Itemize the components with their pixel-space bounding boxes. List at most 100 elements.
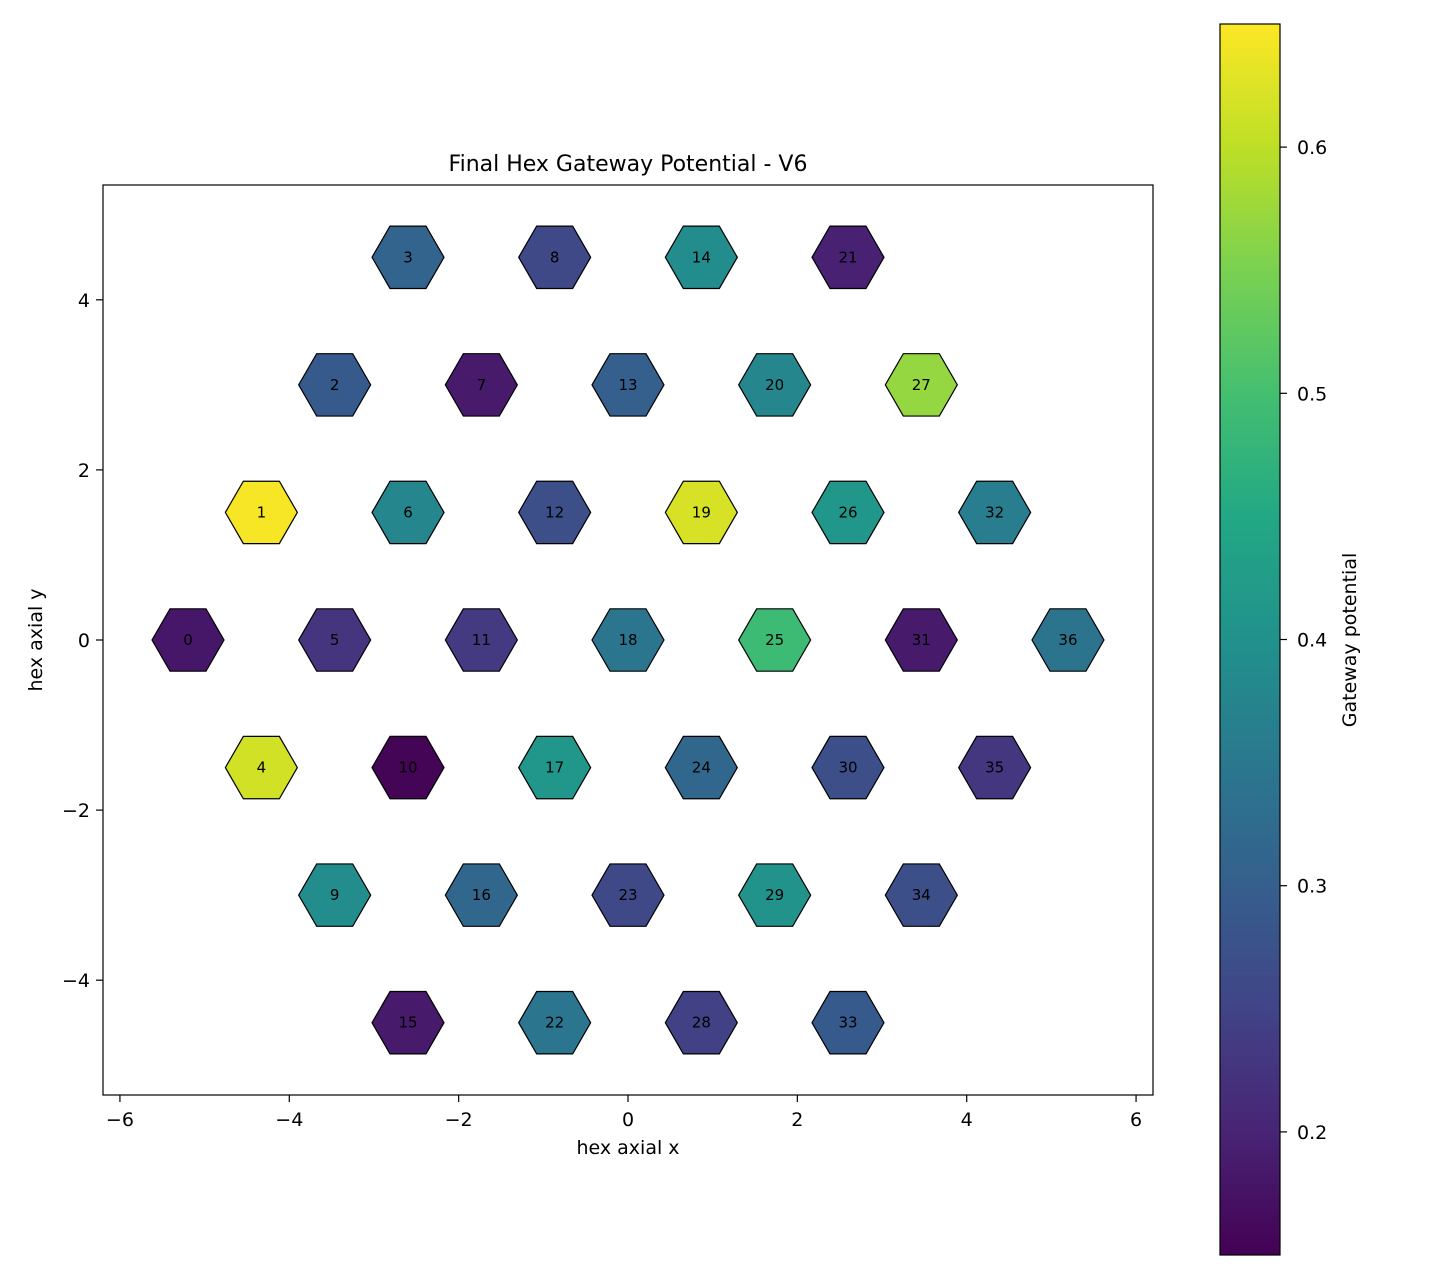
hex-label-31: 31 [912,631,931,649]
x-axis-title: hex axial x [576,1137,679,1159]
hex-label-0: 0 [183,631,193,649]
hex-label-32: 32 [985,503,1004,521]
hex-cell-1 [224,480,299,545]
y-axis-title: hex axial y [25,588,47,691]
hex-cell-8 [517,225,592,290]
hex-label-15: 15 [398,1014,417,1032]
hex-label-8: 8 [550,248,560,266]
hex-cell-0 [151,608,225,672]
colorbar-gradient [1219,23,1281,1256]
hex-label-13: 13 [618,376,637,394]
hex-label-36: 36 [1058,631,1077,649]
hex-label-35: 35 [985,759,1004,777]
hex-label-19: 19 [692,503,711,521]
colorbar: 0.2 0.3 0.4 0.5 0.6 Gateway potential [1219,23,1361,1256]
hex-cell-33 [811,990,885,1055]
hex-cell-5 [297,608,372,672]
hex-label-21: 21 [838,248,857,266]
y-tick-label: 0 [78,630,90,652]
hex-label-7: 7 [477,376,487,394]
hex-label-30: 30 [838,759,857,777]
hex-label-29: 29 [765,886,784,904]
hex-label-18: 18 [618,631,637,649]
x-tick-label: 2 [791,1109,803,1131]
hex-label-22: 22 [545,1014,564,1032]
hex-cell-24 [664,735,739,800]
hex-label-17: 17 [545,759,564,777]
hex-label-28: 28 [692,1014,711,1032]
hex-label-34: 34 [912,886,931,904]
hex-cell-35 [957,735,1032,800]
hex-cell-27 [884,353,959,417]
hex-label-33: 33 [838,1014,857,1032]
hex-cell-31 [884,608,959,672]
hex-label-20: 20 [765,376,784,394]
hex-cell-17 [517,735,592,800]
colorbar-tick-label: 0.3 [1297,876,1327,898]
hex-cell-19 [664,480,739,545]
hex-cell-2 [297,353,372,417]
y-tick-label: −4 [62,970,90,992]
hex-label-24: 24 [692,759,711,777]
x-tick-label: 6 [1130,1109,1142,1131]
x-tick-label: −6 [106,1109,134,1131]
hex-cell-32 [957,480,1032,545]
x-axis-ticks: −6 −4 −2 0 2 4 6 [106,1095,1142,1131]
hex-label-11: 11 [472,631,491,649]
y-tick-label: −2 [62,800,90,822]
hex-cell-18 [591,608,665,672]
hex-cell-36 [1031,608,1105,672]
hex-label-6: 6 [403,503,413,521]
hex-label-12: 12 [545,503,564,521]
y-tick-label: 4 [78,290,90,312]
hex-cell-29 [737,863,812,927]
chart-title: Final Hex Gateway Potential - V6 [449,152,808,177]
hex-cell-25 [737,608,812,672]
hex-label-16: 16 [472,886,491,904]
hex-cell-23 [591,863,665,927]
hex-cell-28 [664,990,739,1055]
colorbar-tick-label: 0.5 [1297,383,1327,405]
colorbar-label: Gateway potential [1339,553,1361,728]
hex-cell-21 [811,225,885,290]
hex-label-9: 9 [330,886,340,904]
hex-cell-16 [444,863,519,927]
x-tick-label: 0 [622,1109,634,1131]
hex-cell-13 [591,353,665,417]
x-tick-label: 4 [961,1109,973,1131]
hex-label-10: 10 [398,759,417,777]
hex-label-3: 3 [403,248,413,266]
colorbar-ticks: 0.2 0.3 0.4 0.5 0.6 [1280,137,1327,1144]
y-axis-ticks: −4 −2 0 2 4 [62,290,103,992]
hex-cells: 0123456789101112131415161718192021222324… [151,225,1105,1055]
hex-label-14: 14 [692,248,711,266]
hex-cell-30 [811,735,885,800]
hex-label-2: 2 [330,376,340,394]
hex-cell-3 [371,225,445,290]
y-tick-label: 2 [78,460,90,482]
hex-cell-12 [517,480,592,545]
hex-label-5: 5 [330,631,340,649]
hex-cell-22 [517,990,592,1055]
x-tick-label: −4 [275,1109,303,1131]
hex-cell-20 [737,353,812,417]
hex-cell-10 [371,735,445,800]
x-tick-label: −2 [445,1109,473,1131]
hex-label-4: 4 [257,759,267,777]
hex-cell-26 [811,480,885,545]
hex-cell-15 [371,990,445,1055]
hex-cell-9 [297,863,372,927]
hex-cell-34 [884,863,959,927]
hex-label-26: 26 [838,503,857,521]
hex-label-25: 25 [765,631,784,649]
hex-label-1: 1 [257,503,267,521]
hex-cell-7 [444,353,519,417]
colorbar-tick-label: 0.2 [1297,1122,1327,1144]
hex-cell-14 [664,225,739,290]
hex-cell-4 [224,735,299,800]
hex-cell-6 [371,480,445,545]
colorbar-tick-label: 0.4 [1297,630,1327,652]
colorbar-tick-label: 0.6 [1297,137,1327,159]
hex-label-27: 27 [912,376,931,394]
